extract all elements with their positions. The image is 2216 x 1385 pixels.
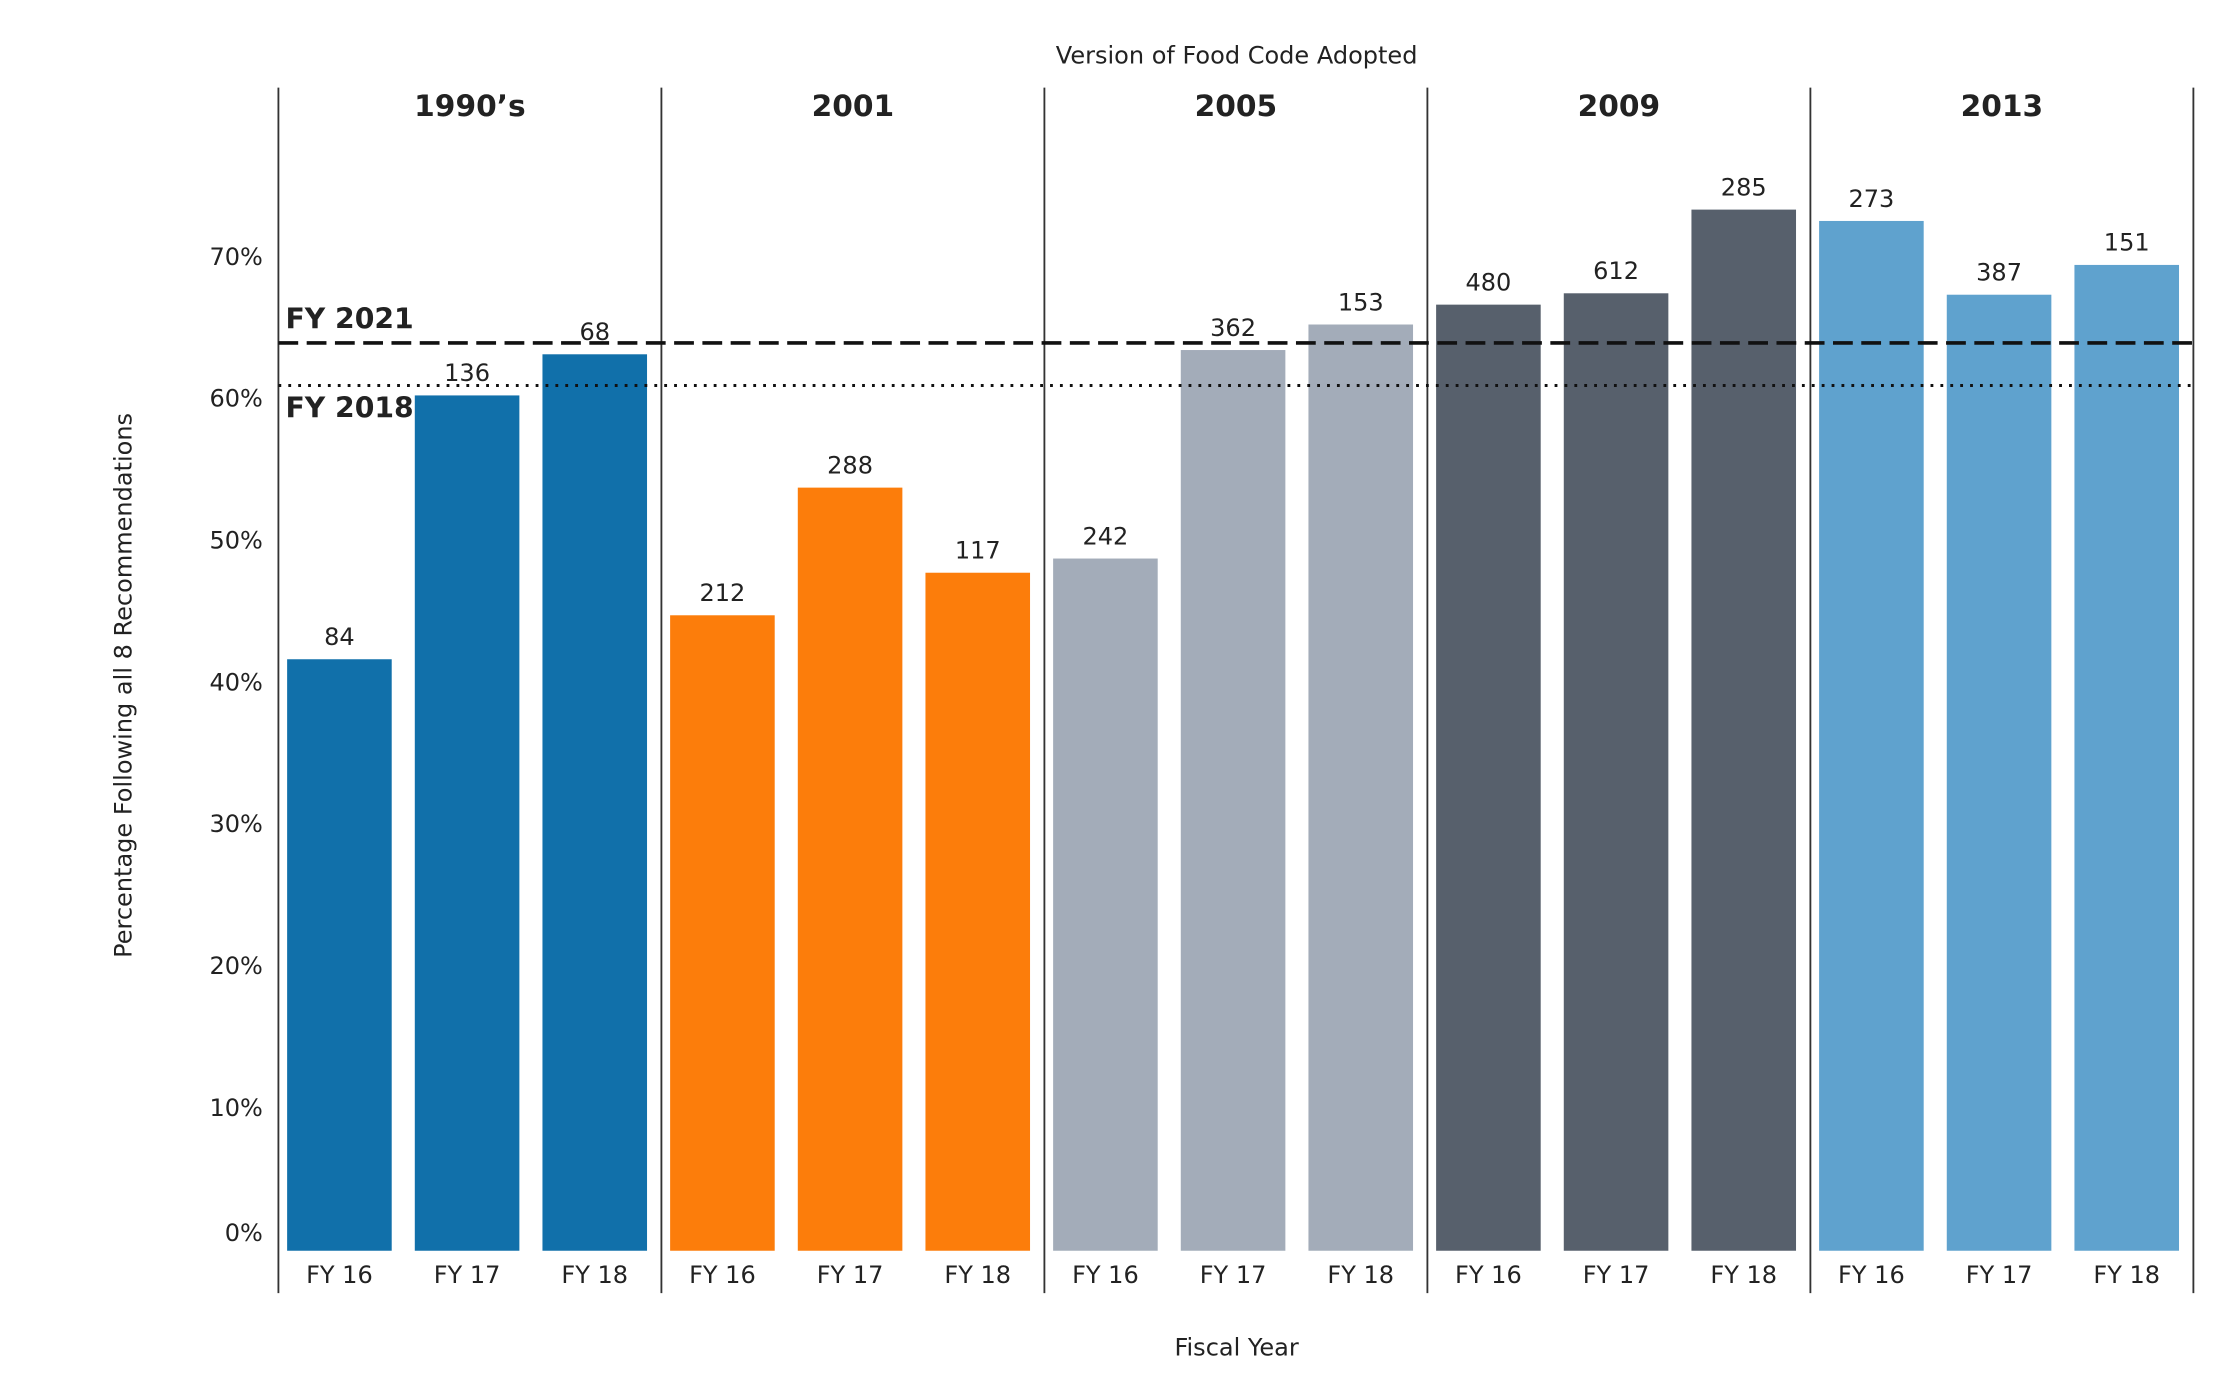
bar bbox=[1180, 350, 1286, 1251]
x-tick-label: FY 16 bbox=[1072, 1261, 1139, 1289]
bar bbox=[2074, 264, 2180, 1251]
x-tick-label: FY 16 bbox=[1455, 1261, 1522, 1289]
bar bbox=[1946, 294, 2052, 1251]
data-label: 612 bbox=[1593, 257, 1639, 285]
y-tick-label: 20% bbox=[209, 952, 262, 980]
y-tick-label: 10% bbox=[209, 1094, 262, 1122]
x-tick-label: FY 18 bbox=[1327, 1261, 1394, 1289]
data-label: 84 bbox=[324, 623, 355, 651]
bar bbox=[925, 572, 1031, 1251]
chart-title: Version of Food Code Adopted bbox=[1056, 42, 1418, 70]
x-tick-label: FY 17 bbox=[434, 1261, 501, 1289]
y-tick-label: 60% bbox=[209, 385, 262, 413]
bar bbox=[542, 354, 648, 1251]
x-tick-label: FY 17 bbox=[817, 1261, 884, 1289]
x-tick-label: FY 16 bbox=[306, 1261, 373, 1289]
y-tick-label: 30% bbox=[209, 810, 262, 838]
reference-label: FY 2018 bbox=[285, 392, 413, 425]
bar bbox=[287, 659, 392, 1251]
x-tick-label: FY 17 bbox=[1966, 1261, 2033, 1289]
data-label: 362 bbox=[1210, 314, 1256, 342]
data-label: 480 bbox=[1465, 268, 1511, 296]
group-header: 2013 bbox=[1961, 88, 2044, 123]
x-tick-label: FY 17 bbox=[1583, 1261, 1650, 1289]
x-tick-label: FY 18 bbox=[2093, 1261, 2160, 1289]
bar bbox=[1436, 304, 1541, 1251]
bar bbox=[1819, 220, 1924, 1251]
x-tick-label: FY 18 bbox=[1710, 1261, 1777, 1289]
data-label: 136 bbox=[444, 359, 490, 387]
data-label: 212 bbox=[699, 579, 745, 607]
bar bbox=[1308, 324, 1414, 1251]
group-header: 2009 bbox=[1578, 88, 1661, 123]
y-tick-label: 70% bbox=[209, 243, 262, 271]
y-tick-label: 50% bbox=[209, 527, 262, 555]
y-tick-label: 0% bbox=[225, 1219, 263, 1247]
bar bbox=[1563, 293, 1669, 1251]
x-tick-label: FY 18 bbox=[944, 1261, 1011, 1289]
bar bbox=[1691, 209, 1797, 1251]
x-tick-label: FY 16 bbox=[1838, 1261, 1905, 1289]
group-header: 1990’s bbox=[414, 88, 525, 123]
data-label: 153 bbox=[1338, 288, 1384, 316]
data-label: 242 bbox=[1082, 522, 1128, 550]
group-header: 2001 bbox=[812, 88, 895, 123]
data-label: 151 bbox=[2104, 229, 2150, 257]
data-label: 387 bbox=[1976, 259, 2022, 287]
x-axis-label: Fiscal Year bbox=[1174, 1333, 1298, 1361]
data-label: 273 bbox=[1848, 185, 1894, 213]
y-tick-label: 40% bbox=[209, 668, 262, 696]
bar bbox=[414, 395, 520, 1251]
reference-label: FY 2021 bbox=[285, 302, 413, 335]
group-header: 2005 bbox=[1195, 88, 1278, 123]
data-label: 288 bbox=[827, 451, 873, 479]
data-label: 117 bbox=[955, 537, 1001, 565]
x-tick-label: FY 18 bbox=[561, 1261, 628, 1289]
bar bbox=[1053, 558, 1158, 1251]
y-axis-label: Percentage Following all 8 Recommendatio… bbox=[109, 413, 137, 958]
data-label: 285 bbox=[1721, 173, 1767, 201]
bar bbox=[670, 615, 775, 1251]
bar bbox=[797, 487, 903, 1251]
x-tick-label: FY 17 bbox=[1200, 1261, 1267, 1289]
x-tick-label: FY 16 bbox=[689, 1261, 756, 1289]
